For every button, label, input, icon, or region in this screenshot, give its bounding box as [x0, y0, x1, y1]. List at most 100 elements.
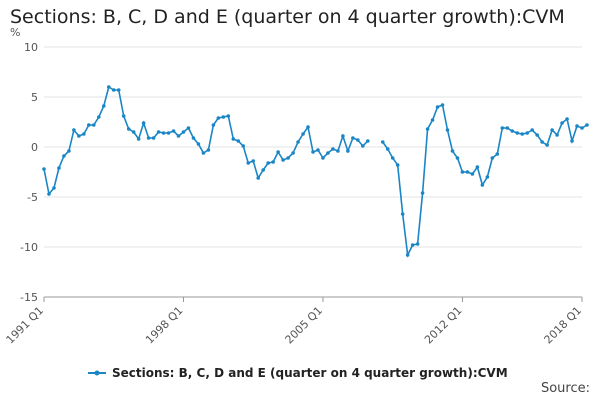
data-point[interactable] — [201, 151, 206, 155]
data-point[interactable] — [216, 116, 221, 120]
data-point[interactable] — [530, 128, 534, 132]
data-point[interactable] — [221, 115, 226, 119]
data-point[interactable] — [166, 131, 171, 135]
data-point[interactable] — [585, 123, 589, 127]
data-point[interactable] — [400, 212, 405, 216]
data-point[interactable] — [570, 139, 574, 143]
data-point[interactable] — [266, 161, 270, 165]
data-point[interactable] — [351, 136, 355, 140]
data-point[interactable] — [206, 148, 211, 152]
data-point[interactable] — [256, 176, 261, 180]
data-point[interactable] — [151, 136, 156, 140]
data-point[interactable] — [47, 192, 51, 196]
data-point[interactable] — [171, 129, 176, 133]
data-point[interactable] — [435, 105, 440, 109]
data-point[interactable] — [560, 121, 564, 125]
data-point[interactable] — [67, 149, 71, 153]
data-point[interactable] — [82, 132, 86, 136]
legend[interactable]: Sections: B, C, D and E (quarter on 4 qu… — [88, 366, 508, 380]
data-point[interactable] — [231, 137, 236, 141]
data-point[interactable] — [490, 156, 495, 160]
data-point[interactable] — [111, 88, 116, 92]
data-point[interactable] — [515, 131, 520, 135]
data-point[interactable] — [62, 154, 66, 158]
data-point[interactable] — [191, 136, 196, 140]
data-point[interactable] — [331, 147, 335, 151]
data-point[interactable] — [106, 85, 111, 89]
data-point[interactable] — [101, 104, 106, 108]
data-point[interactable] — [186, 126, 191, 130]
data-point[interactable] — [460, 170, 465, 174]
data-point[interactable] — [565, 117, 569, 121]
data-point[interactable] — [580, 126, 584, 130]
data-point[interactable] — [156, 130, 161, 134]
data-point[interactable] — [525, 131, 529, 135]
data-point[interactable] — [251, 159, 256, 163]
data-point[interactable] — [535, 133, 539, 137]
data-point[interactable] — [395, 163, 400, 167]
data-point[interactable] — [296, 140, 300, 144]
data-point[interactable] — [430, 118, 435, 122]
data-point[interactable] — [291, 151, 295, 155]
data-point[interactable] — [176, 134, 181, 138]
data-point[interactable] — [301, 132, 305, 136]
data-point[interactable] — [425, 127, 430, 131]
data-point[interactable] — [380, 140, 385, 144]
data-point[interactable] — [361, 144, 365, 148]
data-point[interactable] — [505, 126, 510, 130]
data-point[interactable] — [77, 134, 81, 138]
data-point[interactable] — [470, 172, 475, 176]
data-point[interactable] — [196, 142, 201, 146]
data-point[interactable] — [356, 138, 360, 142]
data-point[interactable] — [500, 126, 505, 130]
data-point[interactable] — [520, 132, 525, 136]
data-point[interactable] — [306, 125, 310, 129]
data-point[interactable] — [241, 144, 246, 148]
data-point[interactable] — [211, 123, 216, 127]
data-point[interactable] — [261, 168, 265, 172]
data-point[interactable] — [226, 114, 231, 118]
data-point[interactable] — [97, 115, 101, 119]
data-point[interactable] — [286, 156, 290, 160]
data-point[interactable] — [415, 242, 420, 246]
data-point[interactable] — [480, 183, 485, 187]
data-point[interactable] — [131, 130, 136, 134]
data-point[interactable] — [510, 129, 515, 133]
data-point[interactable] — [236, 139, 241, 143]
data-point[interactable] — [141, 121, 146, 125]
data-point[interactable] — [246, 161, 251, 165]
data-point[interactable] — [450, 149, 455, 153]
data-point[interactable] — [346, 149, 350, 153]
data-point[interactable] — [575, 124, 579, 128]
data-point[interactable] — [410, 243, 415, 247]
data-point[interactable] — [366, 139, 370, 143]
data-point[interactable] — [475, 165, 480, 169]
data-point[interactable] — [136, 137, 141, 141]
data-point[interactable] — [545, 143, 549, 147]
data-point[interactable] — [181, 130, 186, 134]
data-point[interactable] — [445, 128, 450, 132]
data-point[interactable] — [455, 156, 460, 160]
data-point[interactable] — [271, 160, 275, 164]
data-point[interactable] — [420, 191, 425, 195]
data-point[interactable] — [495, 152, 500, 156]
data-point[interactable] — [72, 128, 76, 132]
data-point[interactable] — [485, 175, 490, 179]
data-point[interactable] — [390, 156, 395, 160]
data-point[interactable] — [92, 123, 96, 127]
data-point[interactable] — [465, 170, 470, 174]
data-point[interactable] — [116, 88, 121, 92]
data-point[interactable] — [341, 134, 345, 138]
data-point[interactable] — [555, 133, 559, 137]
data-point[interactable] — [321, 156, 325, 160]
data-point[interactable] — [42, 167, 46, 171]
data-point[interactable] — [336, 149, 340, 153]
data-point[interactable] — [161, 131, 166, 135]
data-point[interactable] — [550, 128, 554, 132]
data-point[interactable] — [316, 148, 320, 152]
data-point[interactable] — [87, 123, 91, 127]
data-point[interactable] — [405, 253, 410, 257]
data-point[interactable] — [311, 150, 315, 154]
data-point[interactable] — [121, 114, 126, 118]
data-point[interactable] — [126, 127, 131, 131]
